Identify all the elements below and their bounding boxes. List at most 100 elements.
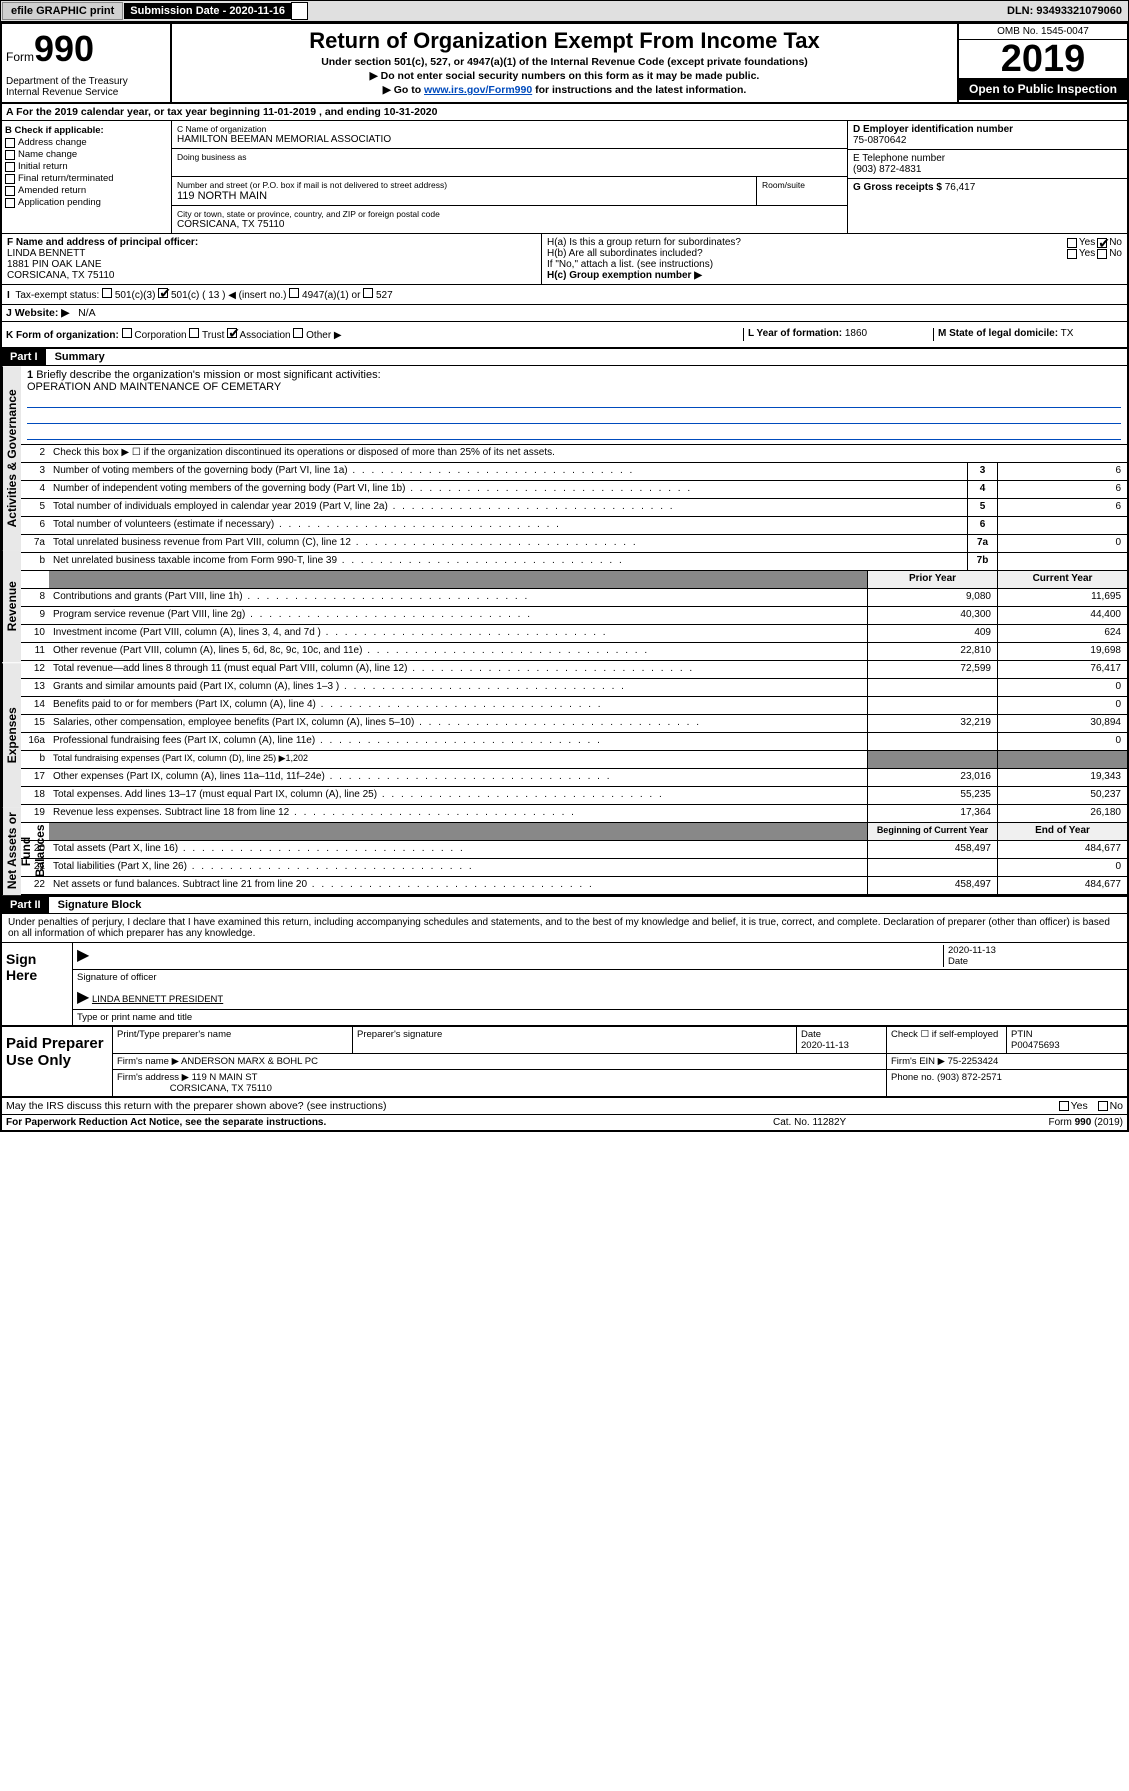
discuss-yes-lbl: Yes [1071,1100,1088,1112]
row-a-text: A For the 2019 calendar year, or tax yea… [6,106,437,118]
summary-line: 12Total revenue—add lines 8 through 11 (… [21,661,1127,679]
section-label-activities: Activities & Governance [2,366,21,550]
year-formation: 1860 [845,328,867,339]
hdr-prior-year: Prior Year [867,571,997,588]
row-a-tax-year: A For the 2019 calendar year, or tax yea… [2,104,1127,121]
ha-no-lbl: No [1109,237,1122,248]
chk-name-change[interactable] [5,150,15,160]
summary-line: 4Number of independent voting members of… [21,481,1127,499]
firm-name-row: Firm's name ▶ ANDERSON MARX & BOHL PC Fi… [113,1054,1127,1070]
summary-line: 10Investment income (Part VIII, column (… [21,625,1127,643]
street-address: 119 NORTH MAIN [177,190,751,202]
summary-line: 5Total number of individuals employed in… [21,499,1127,517]
chk-527[interactable] [363,288,373,298]
header-left: Form990 Department of the Treasury Inter… [2,24,172,102]
ha-yes[interactable] [1067,238,1077,248]
state-domicile: TX [1061,328,1074,339]
city-state-zip: CORSICANA, TX 75110 [177,219,842,230]
chk-trust[interactable] [189,328,199,338]
discuss-yes[interactable] [1059,1101,1069,1111]
b-label: B Check if applicable: [5,125,104,136]
chk-4947[interactable] [289,288,299,298]
section-b-through-g: B Check if applicable: Address change Na… [2,121,1127,234]
summary-line: 14Benefits paid to or for members (Part … [21,697,1127,715]
opt-assoc: Association [239,330,290,341]
section-label-expenses: Expenses [2,663,21,807]
summary-line: 20Total assets (Part X, line 16)458,4974… [21,841,1127,859]
summary-line: bNet unrelated business taxable income f… [21,553,1127,571]
ha-yes-lbl: Yes [1079,237,1095,248]
firm-city: CORSICANA, TX 75110 [170,1083,272,1094]
submission-date-label: Submission Date - 2020-11-16 [124,3,291,19]
row-f-h: F Name and address of principal officer:… [2,234,1127,285]
firm-name-label: Firm's name ▶ [117,1056,179,1067]
hb-yes-lbl: Yes [1079,248,1095,259]
chk-address-change[interactable] [5,138,15,148]
e-label: E Telephone number [853,153,1122,164]
hdr-end-year: End of Year [997,823,1127,840]
hdr-date: Date [801,1029,821,1040]
j-label: J Website: ▶ [6,307,69,319]
summary-line: 16aProfessional fundraising fees (Part I… [21,733,1127,751]
website-value: N/A [78,307,96,319]
ptin-value: P00475693 [1011,1040,1060,1051]
sub3-post: for instructions and the latest informat… [532,84,746,96]
dba-label: Doing business as [177,152,842,162]
sign-here-block: Sign Here ▶ 2020-11-13 Date Signature of… [2,943,1127,1027]
discuss-no[interactable] [1098,1101,1108,1111]
self-employed-check: Check ☐ if self-employed [887,1027,1007,1053]
officer-name: LINDA BENNETT [7,248,536,259]
section-label-netassets: Net Assets or Fund Balances [2,807,21,895]
footer-cat: Cat. No. 11282Y [773,1117,973,1128]
chk-501c3[interactable] [102,288,112,298]
chk-initial-return[interactable] [5,162,15,172]
hdr-preparer-name: Print/Type preparer's name [113,1027,353,1053]
summary-line: 17Other expenses (Part IX, column (A), l… [21,769,1127,787]
row-k-l-m: K Form of organization: Corporation Trus… [2,322,1127,349]
prep-date: 2020-11-13 [801,1040,849,1051]
q1-text: Briefly describe the organization's miss… [36,369,380,381]
opt-4947: 4947(a)(1) or [302,290,360,301]
lbl-final-return: Final return/terminated [18,173,114,184]
ha-no[interactable] [1097,238,1107,248]
hc-label: H(c) Group exemption number ▶ [547,270,702,281]
summary-body: Activities & Governance Revenue Expenses… [2,366,1127,897]
open-public-badge: Open to Public Inspection [959,78,1127,100]
gross-receipts: 76,417 [945,182,976,193]
firm-ein-label: Firm's EIN ▶ [891,1056,945,1067]
footer-right: Form 990 (2019) [973,1117,1123,1128]
part-i-header: Part I Summary [2,349,1127,366]
chk-assoc[interactable] [227,328,237,338]
dept-label: Department of the Treasury Internal Reve… [6,76,166,98]
firm-name: ANDERSON MARX & BOHL PC [181,1056,318,1067]
column-c: C Name of organization HAMILTON BEEMAN M… [172,121,847,233]
hdr-current-year: Current Year [997,571,1127,588]
ein-value: 75-0870642 [853,135,1122,146]
opt-501c: 501(c) ( 13 ) ◀ (insert no.) [171,290,287,301]
addr-label: Number and street (or P.O. box if mail i… [177,180,751,190]
chk-final-return[interactable] [5,174,15,184]
efile-button[interactable]: efile GRAPHIC print [2,2,123,20]
q1-num: 1 [27,369,33,381]
submission-date-blank [291,2,308,20]
summary-line: 21Total liabilities (Part X, line 26)0 [21,859,1127,877]
chk-501c[interactable] [158,288,168,298]
chk-other[interactable] [293,328,303,338]
mission-answer: OPERATION AND MAINTENANCE OF CEMETARY [27,381,1121,393]
part-i-badge: Part I [2,349,46,365]
firm-addr: 119 N MAIN ST [192,1072,258,1083]
part-ii-header: Part II Signature Block [2,897,1127,914]
org-name: HAMILTON BEEMAN MEMORIAL ASSOCIATIO [177,134,842,145]
chk-amended[interactable] [5,186,15,196]
hb-yes[interactable] [1067,249,1077,259]
chk-corp[interactable] [122,328,132,338]
name-title-label: Type or print name and title [77,1012,192,1023]
city-label: City or town, state or province, country… [177,209,842,219]
chk-app-pending[interactable] [5,198,15,208]
form-label: Form [6,50,34,64]
form-header: Form990 Department of the Treasury Inter… [2,24,1127,104]
line-header-begin-end: Beginning of Current Year End of Year [21,823,1127,841]
row-j-website: J Website: ▶ N/A [2,305,1127,322]
instructions-link[interactable]: www.irs.gov/Form990 [424,84,532,96]
hb-note: If "No," attach a list. (see instruction… [547,259,1122,270]
